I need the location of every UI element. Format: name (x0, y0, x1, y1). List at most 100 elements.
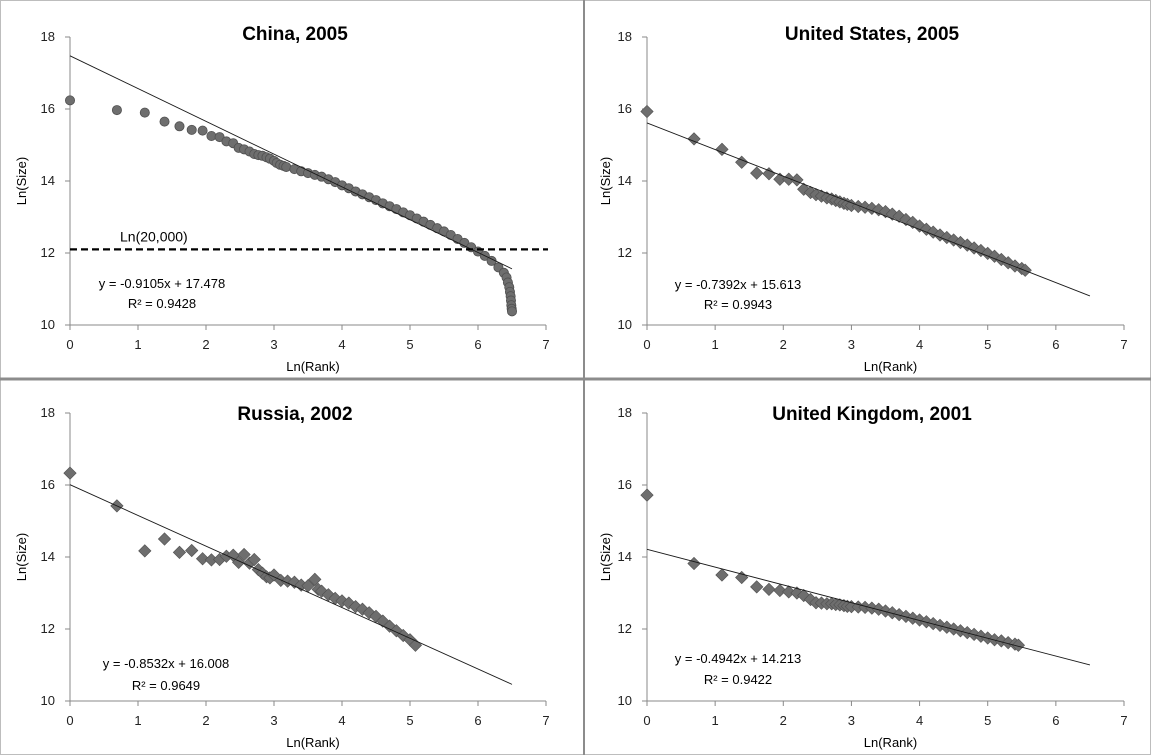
r-squared-label: R² = 0.9649 (132, 678, 200, 693)
data-point (159, 116, 170, 127)
y-axis-label: Ln(Size) (14, 533, 29, 581)
data-point (195, 552, 210, 566)
x-tick-label: 4 (916, 713, 923, 728)
data-point (940, 230, 954, 245)
data-point (640, 104, 654, 119)
y-tick-label: 14 (41, 173, 55, 188)
y-tick-label: 12 (41, 621, 55, 636)
x-tick-label: 3 (848, 713, 855, 728)
y-tick-label: 14 (618, 549, 632, 564)
x-tick-label: 3 (270, 713, 277, 728)
y-tick-label: 12 (41, 245, 55, 260)
data-point (342, 596, 356, 610)
y-tick-label: 18 (41, 29, 55, 44)
data-point (750, 166, 764, 180)
chart-title: China, 2005 (242, 24, 348, 45)
x-tick-label: 5 (406, 713, 413, 728)
x-tick-label: 0 (66, 337, 73, 352)
x-tick-label: 2 (780, 713, 787, 728)
data-point (186, 124, 197, 135)
trendline (69, 484, 513, 685)
data-point (715, 142, 729, 156)
data-point (687, 132, 701, 146)
data-point (237, 547, 251, 562)
x-axis-label: Ln(Rank) (286, 359, 339, 374)
data-point (376, 614, 390, 628)
data-point (640, 488, 654, 502)
r-squared-label: R² = 0.9943 (704, 297, 772, 312)
y-tick-label: 12 (618, 621, 632, 636)
data-point (735, 155, 749, 169)
r-squared-label: R² = 0.9422 (704, 672, 772, 687)
trendline (69, 55, 513, 270)
data-point (139, 107, 150, 118)
x-tick-label: 1 (712, 713, 719, 728)
y-tick-label: 10 (41, 693, 55, 708)
x-tick-label: 2 (202, 337, 209, 352)
x-tick-label: 1 (134, 337, 141, 352)
x-tick-label: 7 (542, 713, 549, 728)
data-point (185, 543, 199, 558)
data-point (1011, 638, 1026, 652)
y-tick-label: 10 (41, 317, 55, 332)
data-point (206, 130, 217, 141)
threshold-label: Ln(20,000) (120, 228, 188, 244)
data-point (172, 545, 187, 559)
data-point (906, 215, 920, 230)
trendline (646, 548, 1091, 666)
y-tick-label: 18 (41, 405, 55, 420)
trendline (646, 122, 1091, 297)
data-point (348, 600, 363, 614)
chart-title: United Kingdom, 2001 (772, 404, 972, 425)
y-tick-label: 12 (618, 245, 632, 260)
data-point (687, 556, 701, 571)
x-tick-label: 1 (712, 337, 719, 352)
data-point (981, 246, 995, 260)
data-point (750, 580, 764, 594)
y-tick-label: 16 (618, 477, 632, 492)
y-axis-label: Ln(Size) (14, 157, 29, 205)
x-tick-label: 6 (474, 713, 481, 728)
x-tick-label: 2 (780, 337, 787, 352)
x-tick-label: 6 (474, 337, 481, 352)
data-point (355, 602, 370, 616)
trendline-equation: y = -0.8532x + 16.008 (103, 656, 229, 671)
x-tick-label: 4 (338, 337, 345, 352)
data-point (157, 532, 172, 546)
y-tick-label: 10 (618, 693, 632, 708)
chart-title: United States, 2005 (785, 24, 960, 45)
y-tick-label: 18 (618, 29, 632, 44)
data-point (314, 584, 329, 598)
data-point (762, 582, 776, 597)
y-tick-label: 14 (41, 549, 55, 564)
data-point (797, 588, 811, 603)
data-point (762, 167, 776, 181)
x-tick-label: 0 (643, 337, 650, 352)
data-point (892, 209, 906, 223)
data-point (111, 105, 122, 116)
data-point (287, 575, 302, 589)
data-point (197, 125, 208, 136)
y-axis-label: Ln(Size) (598, 157, 613, 205)
data-point (994, 252, 1008, 267)
data-point (63, 466, 77, 480)
x-axis-label: Ln(Rank) (864, 359, 917, 374)
data-point (960, 238, 974, 252)
x-tick-label: 6 (1052, 713, 1059, 728)
data-point (797, 182, 811, 196)
trendline-equation: y = -0.4942x + 14.213 (675, 651, 801, 666)
x-tick-label: 7 (1120, 337, 1127, 352)
x-axis-label: Ln(Rank) (286, 735, 339, 750)
y-tick-label: 14 (618, 173, 632, 188)
data-point (408, 638, 423, 652)
x-tick-label: 5 (984, 713, 991, 728)
x-tick-label: 0 (643, 713, 650, 728)
x-axis-label: Ln(Rank) (864, 735, 917, 750)
data-point (174, 121, 185, 132)
x-tick-label: 6 (1052, 337, 1059, 352)
data-point (967, 241, 981, 255)
